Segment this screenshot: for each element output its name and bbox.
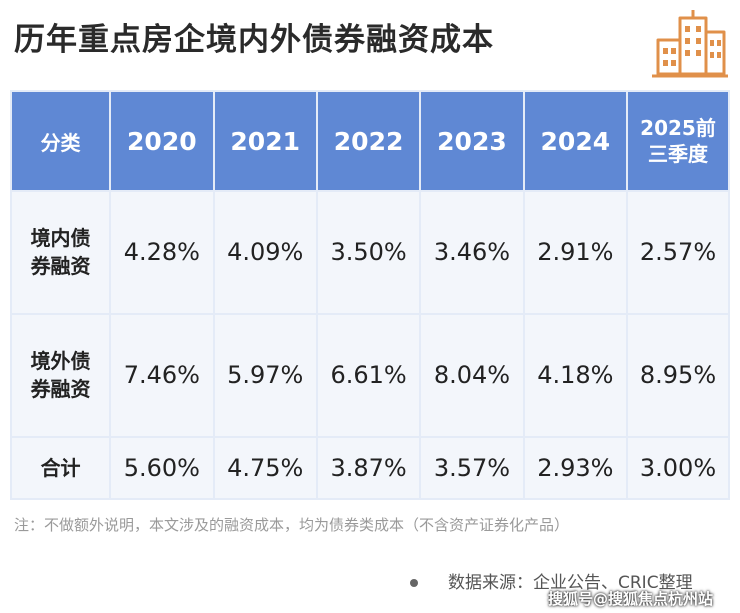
row-label: 境内债 券融资 [12, 192, 110, 313]
table-cell: 3.87% [317, 437, 420, 498]
footnote: 注：不做额外说明，本文涉及的融资成本，均为债券类成本（不含资产证券化产品） [14, 516, 570, 534]
table-cell: 8.04% [421, 314, 523, 436]
column-header-2021: 2021 [214, 92, 316, 190]
table-cell: 3.50% [317, 192, 420, 313]
watermark: 搜狐号@搜狐焦点杭州站 [548, 590, 714, 608]
page-title: 历年重点房企境内外债券融资成本 [14, 22, 494, 58]
table-cell: 8.95% [628, 314, 728, 436]
table-cell: 3.57% [421, 437, 523, 498]
table-cell: 4.09% [214, 192, 316, 313]
table-cell: 6.61% [317, 314, 420, 436]
source-text: 数据来源：企业公告、CRIC整理 [448, 573, 693, 593]
header-row: 分类 2020 2021 2022 2023 2024 2025前 三季度 [12, 92, 728, 190]
table-row-domestic: 境内债 券融资 4.28% 4.09% 3.50% 3.46% 2.91% 2.… [12, 192, 728, 313]
table-cell: 2.91% [524, 192, 627, 313]
table-cell: 5.97% [214, 314, 316, 436]
table-cell: 4.28% [111, 192, 213, 313]
financing-cost-table: 分类 2020 2021 2022 2023 2024 2025前 三季度 境内… [10, 90, 730, 500]
row-label: 合计 [12, 437, 110, 498]
bullet-dot-icon [410, 579, 418, 587]
table-cell: 3.00% [628, 437, 728, 498]
column-header-2023: 2023 [421, 92, 523, 190]
city-buildings-icon [652, 10, 728, 78]
table-cell: 4.75% [214, 437, 316, 498]
table-row-overseas: 境外债 券融资 7.46% 5.97% 6.61% 8.04% 4.18% 8.… [12, 314, 728, 436]
table-cell: 5.60% [111, 437, 213, 498]
data-source: 数据来源：企业公告、CRIC整理 [410, 568, 693, 593]
column-header-2020: 2020 [111, 92, 213, 190]
column-header-category: 分类 [12, 92, 110, 190]
row-label: 境外债 券融资 [12, 314, 110, 436]
table-cell: 2.57% [628, 192, 728, 313]
table-cell: 3.46% [421, 192, 523, 313]
table-cell: 7.46% [111, 314, 213, 436]
table-cell: 4.18% [524, 314, 627, 436]
table-cell: 2.93% [524, 437, 627, 498]
column-header-2024: 2024 [524, 92, 627, 190]
column-header-2022: 2022 [317, 92, 420, 190]
column-header-2025-q1-q3: 2025前 三季度 [628, 92, 728, 190]
table-row-total: 合计 5.60% 4.75% 3.87% 3.57% 2.93% 3.00% [12, 437, 728, 498]
